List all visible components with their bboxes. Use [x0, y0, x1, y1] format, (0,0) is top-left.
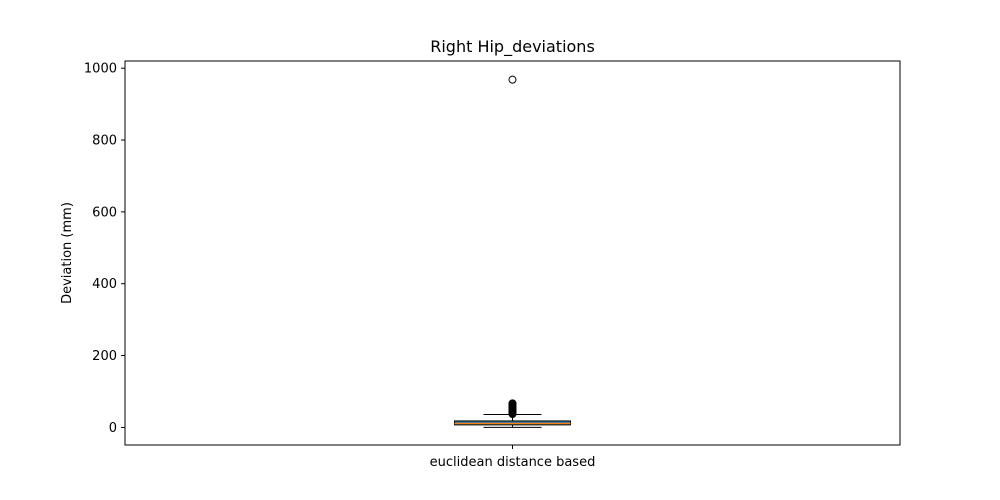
y-tick-label: 200: [92, 349, 117, 364]
axes-frame: [124, 60, 901, 446]
box-plots: [454, 75, 571, 428]
y-axis-label: Deviation (mm): [60, 202, 75, 304]
y-tick-label: 800: [92, 134, 117, 149]
outlier-point: [508, 399, 517, 408]
y-tick-label: 0: [109, 421, 117, 436]
y-tick-label: 400: [92, 277, 117, 292]
x-tick-label: euclidean distance based: [430, 455, 596, 470]
x-axis-ticks: euclidean distance based: [430, 445, 596, 470]
y-tick-label: 1000: [84, 62, 117, 77]
outlier-point: [508, 75, 517, 84]
chart-title: Right Hip_deviations: [430, 37, 595, 57]
box-plot: [454, 75, 571, 428]
y-tick-label: 600: [92, 205, 117, 220]
y-axis-ticks: 0 200 400 600 800 1000: [84, 62, 125, 436]
